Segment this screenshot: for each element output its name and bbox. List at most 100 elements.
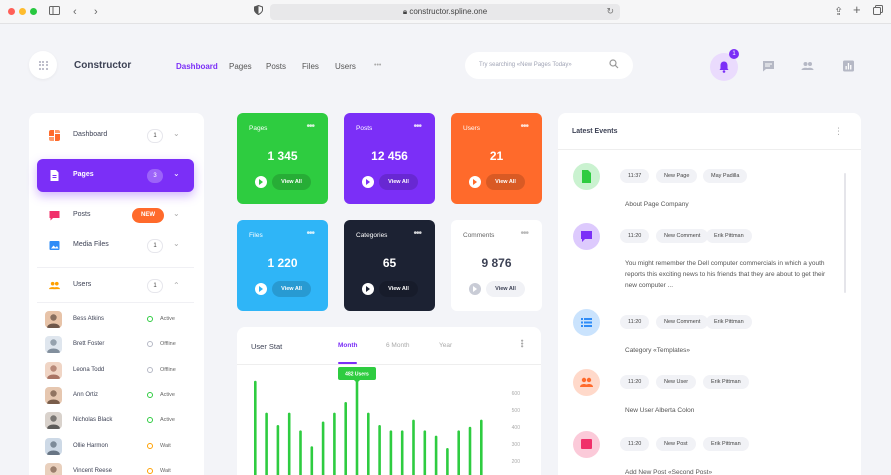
arrow-right-icon[interactable] bbox=[362, 283, 374, 295]
event-type[interactable]: New Comment bbox=[656, 315, 709, 329]
more-options-icon[interactable]: ••• bbox=[520, 228, 528, 239]
chart-bar[interactable] bbox=[333, 412, 336, 475]
apps-menu-button[interactable] bbox=[29, 51, 57, 79]
close-window-button[interactable] bbox=[8, 8, 15, 15]
chart-bar[interactable] bbox=[367, 412, 370, 475]
event-user[interactable]: May Padilla bbox=[703, 169, 748, 183]
tab-overview-icon[interactable] bbox=[873, 5, 883, 19]
chart-bar[interactable] bbox=[468, 426, 472, 475]
messages-icon[interactable] bbox=[762, 60, 775, 72]
chart-bar[interactable] bbox=[265, 412, 268, 475]
search-icon[interactable] bbox=[609, 59, 619, 72]
chevron-down-icon[interactable]: ⌄ bbox=[173, 239, 180, 248]
view-all-button[interactable]: View All bbox=[379, 281, 418, 297]
arrow-right-icon[interactable] bbox=[362, 176, 374, 188]
chart-bar[interactable] bbox=[287, 412, 291, 475]
avatar[interactable] bbox=[45, 336, 62, 354]
arrow-right-icon[interactable] bbox=[469, 283, 481, 295]
more-options-icon[interactable]: ⋮ bbox=[834, 126, 843, 136]
view-all-button[interactable]: View All bbox=[486, 174, 525, 190]
more-options-icon[interactable]: ••• bbox=[520, 121, 528, 132]
chart-bar[interactable] bbox=[355, 371, 359, 475]
tab-year[interactable]: Year bbox=[439, 342, 453, 349]
chart-bar[interactable] bbox=[423, 430, 427, 475]
nav-posts[interactable]: Posts bbox=[266, 62, 287, 71]
chart-bar[interactable] bbox=[434, 435, 438, 475]
sidebar-item-users[interactable]: Users 1 ⌃ bbox=[37, 269, 194, 302]
minimize-window-button[interactable] bbox=[19, 8, 26, 15]
tab-month[interactable]: Month bbox=[338, 342, 358, 349]
user-name[interactable]: Ollie Harmon bbox=[73, 442, 109, 449]
chart-bar[interactable] bbox=[254, 380, 257, 475]
user-name[interactable]: Vincent Reese bbox=[73, 467, 112, 474]
new-tab-icon[interactable]: + bbox=[853, 2, 861, 17]
avatar[interactable] bbox=[45, 437, 62, 455]
events-scrollbar[interactable] bbox=[844, 173, 846, 293]
user-row[interactable]: Ollie Harmon Wait bbox=[45, 437, 195, 457]
view-all-button[interactable]: View All bbox=[486, 281, 525, 297]
user-row[interactable]: Ann Ortiz Active bbox=[45, 386, 195, 406]
event-type[interactable]: New User bbox=[656, 375, 697, 389]
user-row[interactable]: Leona Todd Offline bbox=[45, 361, 195, 381]
view-all-button[interactable]: View All bbox=[272, 174, 311, 190]
nav-pages[interactable]: Pages bbox=[229, 62, 252, 71]
user-row[interactable]: Brett Foster Offline bbox=[45, 335, 195, 355]
more-options-icon[interactable]: ••• bbox=[413, 121, 421, 132]
chevron-down-icon[interactable]: ⌄ bbox=[173, 209, 180, 218]
arrow-right-icon[interactable] bbox=[469, 176, 481, 188]
chart-bar[interactable] bbox=[457, 430, 460, 475]
arrow-right-icon[interactable] bbox=[255, 283, 267, 295]
chart-bar[interactable] bbox=[344, 401, 347, 475]
more-options-icon[interactable]: ••• bbox=[306, 228, 314, 239]
reload-icon[interactable]: ↻ bbox=[606, 6, 614, 16]
sidebar-toggle-icon[interactable] bbox=[49, 5, 60, 19]
chart-bar[interactable] bbox=[480, 419, 483, 475]
stats-icon[interactable] bbox=[842, 60, 855, 72]
user-name[interactable]: Brett Foster bbox=[73, 341, 105, 348]
maximize-window-button[interactable] bbox=[30, 8, 37, 15]
sidebar-item-media-files[interactable]: Media Files 1 ⌄ bbox=[37, 229, 194, 262]
event-user[interactable]: Erik Pittman bbox=[703, 437, 749, 451]
chart-bar[interactable] bbox=[276, 425, 280, 475]
event-user[interactable]: Erik Pittman bbox=[706, 229, 752, 243]
chart-bar[interactable] bbox=[378, 425, 381, 475]
nav-users[interactable]: Users bbox=[335, 62, 356, 71]
chart-bar[interactable] bbox=[400, 430, 404, 475]
chart-bar[interactable] bbox=[321, 421, 325, 475]
more-options-icon[interactable]: ••• bbox=[517, 339, 527, 348]
chevron-up-icon[interactable]: ⌃ bbox=[173, 281, 180, 290]
chevron-down-icon[interactable]: ⌄ bbox=[173, 129, 180, 138]
event-type[interactable]: New Post bbox=[656, 437, 696, 451]
event-user[interactable]: Erik Pittman bbox=[703, 375, 749, 389]
chart-bar[interactable] bbox=[412, 419, 415, 475]
sidebar-item-posts[interactable]: Posts NEW ⌄ bbox=[37, 199, 194, 232]
chart-bar[interactable] bbox=[299, 430, 302, 475]
more-options-icon[interactable]: ••• bbox=[306, 121, 314, 132]
event-user[interactable]: Erik Pittman bbox=[706, 315, 752, 329]
event-type[interactable]: New Comment bbox=[656, 229, 709, 243]
user-name[interactable]: Leona Todd bbox=[73, 366, 105, 373]
arrow-right-icon[interactable] bbox=[255, 176, 267, 188]
contacts-icon[interactable] bbox=[801, 60, 814, 72]
user-name[interactable]: Bess Atkins bbox=[73, 316, 105, 322]
user-row[interactable]: Nicholas Black Active bbox=[45, 411, 195, 431]
forward-icon[interactable]: › bbox=[94, 6, 98, 18]
sidebar-item-dashboard[interactable]: Dashboard 1 ⌄ bbox=[37, 119, 194, 152]
avatar[interactable] bbox=[45, 462, 62, 475]
share-icon[interactable]: ⇪ bbox=[834, 6, 844, 18]
tab-6-month[interactable]: 6 Month bbox=[386, 342, 410, 349]
user-row[interactable]: Bess Atkins Active bbox=[45, 310, 195, 330]
avatar[interactable] bbox=[45, 311, 62, 328]
event-type[interactable]: New Page bbox=[656, 169, 698, 183]
back-icon[interactable]: ‹ bbox=[73, 6, 77, 18]
avatar[interactable] bbox=[45, 361, 62, 379]
address-bar[interactable]: 🔒︎ constructor.spline.one ↻ bbox=[270, 4, 620, 20]
avatar[interactable] bbox=[45, 412, 62, 430]
chevron-down-icon[interactable]: ⌄ bbox=[173, 169, 180, 178]
view-all-button[interactable]: View All bbox=[272, 281, 311, 297]
chart-bar[interactable] bbox=[310, 446, 314, 475]
user-name[interactable]: Ann Ortiz bbox=[73, 391, 99, 398]
nav-dashboard[interactable]: Dashboard bbox=[176, 62, 218, 71]
nav-more[interactable]: ••• bbox=[374, 62, 382, 69]
search-input[interactable]: Try searching «New Pages Today» bbox=[465, 52, 633, 79]
